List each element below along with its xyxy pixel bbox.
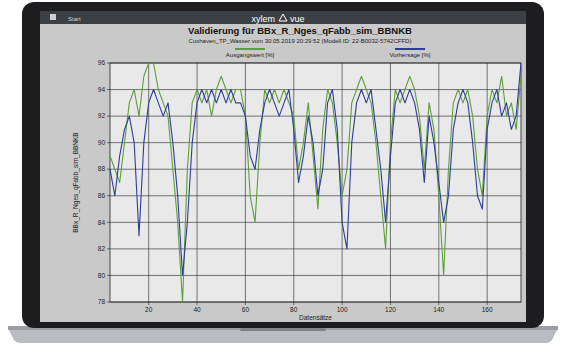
tick-mark [293, 302, 294, 305]
chart-title: Validierung für BBx_R_Nges_qFabb_sim_BBN… [188, 25, 412, 36]
grid-line [342, 63, 343, 302]
grid-line [110, 89, 521, 90]
tick-label: 40 [193, 306, 201, 313]
plot-area [110, 63, 521, 302]
tick-mark [107, 142, 110, 143]
laptop-notch [240, 328, 326, 331]
tick-mark [390, 302, 391, 305]
tick-label: 78 [98, 298, 106, 305]
grid-line [110, 142, 521, 143]
tick-mark [107, 169, 110, 170]
tick-mark [107, 222, 110, 223]
screenshot: Start xylem vueValidierung für BBx_R_Nges_… [0, 0, 566, 345]
logo-text: xylem [251, 14, 275, 24]
tick-mark [107, 63, 110, 64]
tick-label: 80 [290, 306, 298, 313]
tick-label: 84 [98, 219, 106, 226]
x-axis-label: Datensätze [299, 314, 332, 321]
grid-line [197, 63, 198, 302]
data-group [110, 63, 521, 302]
tick-mark [342, 302, 343, 305]
header-bar [40, 11, 526, 24]
tick-label: 160 [482, 306, 493, 313]
tick-label: 96 [98, 59, 106, 66]
menu-icon [50, 14, 56, 20]
grid-line [110, 248, 521, 249]
logo-icon [279, 14, 287, 21]
screen [40, 11, 526, 322]
legend-label: Ausgangswert [%] [226, 52, 275, 58]
tick-mark [197, 302, 198, 305]
grid-line [110, 116, 521, 117]
tick-label: 20 [145, 306, 153, 313]
tick-mark [438, 302, 439, 305]
tick-mark [107, 195, 110, 196]
grid-line [148, 63, 149, 302]
grid-line [245, 63, 246, 302]
chart-subtitle: Cuxhaven_TP_Wasser vom 30.05.2019 20:29:… [189, 38, 412, 44]
tick-label: 94 [98, 86, 106, 93]
grid-line [110, 195, 521, 196]
tick-label: 86 [98, 192, 106, 199]
plot-frame [110, 63, 521, 302]
legend-swatch [235, 48, 265, 50]
tick-label: 60 [242, 306, 250, 313]
laptop-base [8, 328, 558, 343]
tick-mark [107, 116, 110, 117]
tick-mark [148, 302, 149, 305]
grid-line [110, 222, 521, 223]
laptop-lid [22, 2, 544, 328]
tick-label: 120 [385, 306, 396, 313]
legend-label: Vorhersage [%] [389, 52, 430, 58]
tick-mark [107, 275, 110, 276]
series-line [110, 63, 521, 302]
tick-mark [487, 302, 488, 305]
tick-label: 82 [98, 245, 106, 252]
tick-label: 88 [98, 165, 106, 172]
tick-label: 80 [98, 272, 106, 279]
grid-line [293, 63, 294, 302]
tick-mark [245, 302, 246, 305]
menu-label: Start [68, 16, 81, 22]
tick-label: 90 [98, 139, 106, 146]
tick-label: 140 [433, 306, 444, 313]
tick-mark [107, 89, 110, 90]
grid-line [390, 63, 391, 302]
legend-swatch [395, 48, 425, 50]
tick-label: 100 [337, 306, 348, 313]
series-line [110, 63, 521, 275]
grid-line [110, 275, 521, 276]
y-axis-label: BBx_R_Nges_qFabb_sim_BBNKB [72, 132, 80, 232]
logo-suffix: vue [290, 14, 305, 24]
tick-mark [107, 302, 110, 303]
tick-mark [107, 248, 110, 249]
grid-line [487, 63, 488, 302]
tick-label: 92 [98, 112, 106, 119]
